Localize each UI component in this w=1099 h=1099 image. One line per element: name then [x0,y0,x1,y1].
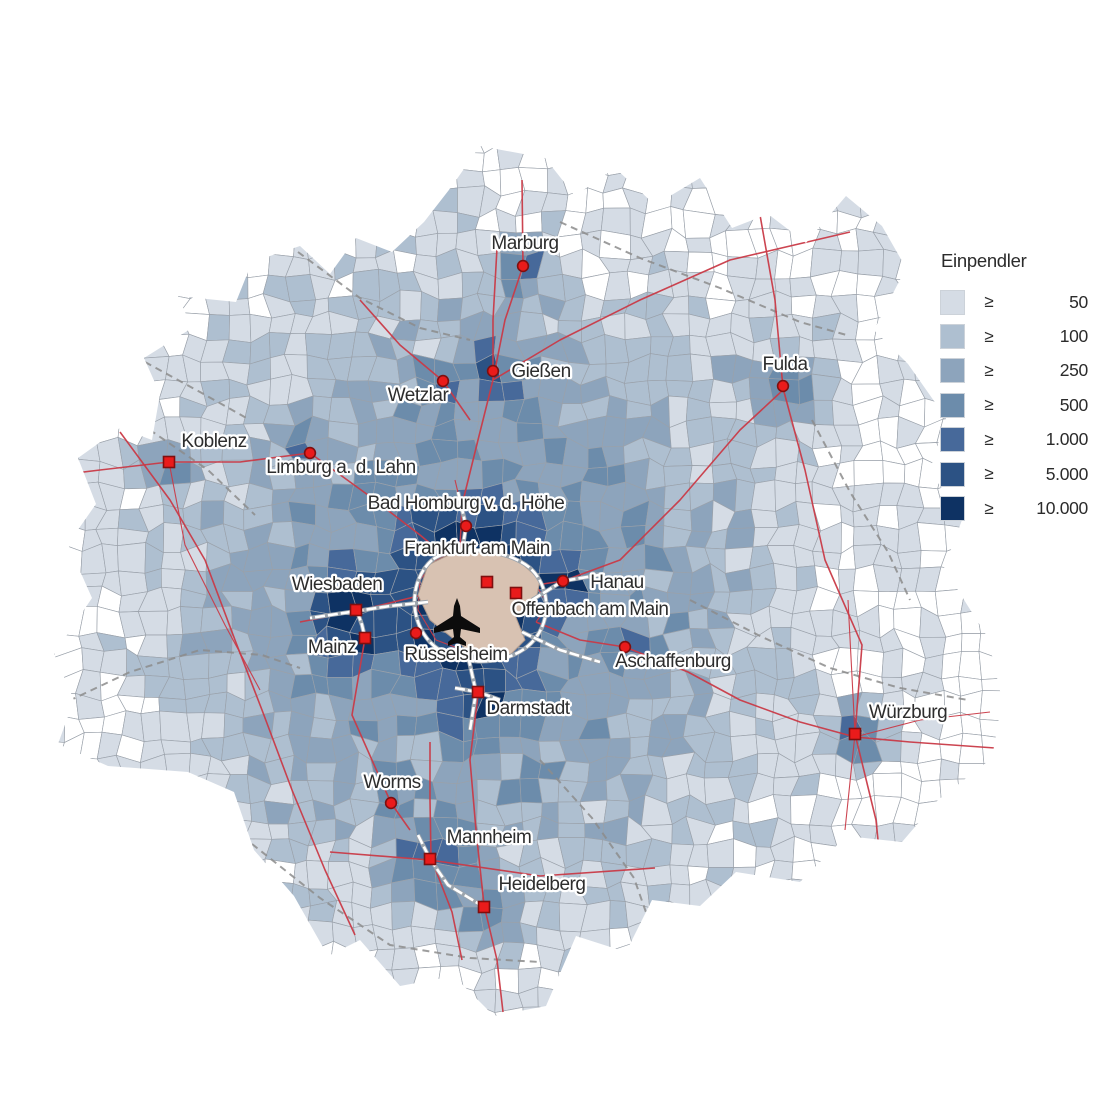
legend-operator: ≥ [984,292,994,312]
legend-swatch [940,324,965,350]
city-mainz: Mainz [306,631,372,660]
city-label: Hanau [590,572,644,593]
legend-rows: ≥50 ≥100 ≥250 ≥500 ≥1.000 ≥5.000 ≥10.000 [940,285,1088,526]
city-marker-square [480,575,494,589]
city-marker-square [509,586,523,600]
legend-title: Einpendler [941,250,1027,271]
city-frankfurt-am-main: Frankfurt am Main [402,536,553,589]
city-label: Wetzlar [388,385,450,406]
legend-threshold: 100 [1059,326,1089,347]
city-label: Heidelberg [499,874,586,895]
legend-row: ≥250 [940,354,1088,388]
city-marker-square [162,455,176,469]
legend-operator: ≥ [984,360,994,380]
legend-swatch [940,358,965,384]
city-marker-square [358,631,372,645]
city-marker-circle [776,379,790,393]
legend-threshold: 5.000 [1045,463,1089,484]
city-marker-square [477,900,491,914]
city-marker-circle [409,626,423,640]
legend-row: ≥50 [940,285,1088,319]
city-label: Würzburg [869,702,947,723]
legend-threshold: 1.000 [1045,429,1089,450]
city-marker-circle [459,519,473,533]
city-label: Worms [363,772,420,793]
legend-swatch [940,461,965,487]
city-bad-homburg-v-d-höhe: Bad Homburg v. d. Höhe [365,491,567,533]
city-marker-square [423,852,437,866]
city-marker-circle [384,796,398,810]
city-marker-circle [556,574,570,588]
legend-row: ≥10.000 [940,491,1088,525]
cities: Marburg Gießen Wetzlar Fulda Koblenz Limburg … [162,231,950,914]
city-worms: Worms [361,770,423,810]
city-marburg: Marburg [489,231,561,273]
land-area [54,146,1002,1016]
legend-threshold: 500 [1059,394,1089,415]
legend-swatch [940,289,965,315]
legend-swatch [940,392,965,418]
city-label: Rüsselsheim [404,644,507,665]
legend-operator: ≥ [984,326,994,346]
city-darmstadt: Darmstadt [471,685,574,721]
legend-operator: ≥ [984,464,994,484]
city-wiesbaden: Wiesbaden [289,572,385,617]
city-label: Aschaffenburg [615,651,731,672]
city-mannheim: Mannheim [423,825,534,866]
city-wetzlar: Wetzlar [385,374,452,408]
city-marker-circle [436,374,450,388]
legend-threshold: 10.000 [1036,498,1088,519]
city-offenbach-am-main: Offenbach am Main [509,586,671,622]
legend-swatch [940,496,965,522]
legend-row: ≥5.000 [940,457,1088,491]
city-marker-square [349,603,363,617]
city-label: Darmstadt [486,698,570,719]
city-limburg-a-d-lahn: Limburg a. d. Lahn [264,446,418,480]
city-label: Frankfurt am Main [404,538,550,559]
legend-threshold: 50 [1069,291,1088,312]
city-label: Mainz [308,637,356,658]
city-label: Fulda [762,354,808,375]
city-label: Koblenz [181,431,246,452]
city-marker-square [471,685,485,699]
city-label: Gießen [511,361,570,382]
city-marker-circle [618,640,632,654]
city-label: Wiesbaden [292,574,383,595]
city-gießen: Gießen [486,359,573,384]
legend-threshold: 250 [1059,360,1089,381]
legend-operator: ≥ [984,395,994,415]
legend: Einpendler ≥50 ≥100 ≥250 ≥500 ≥1.000 ≥5.000 ≥1… [940,250,1088,526]
legend-row: ≥1.000 [940,423,1088,457]
city-aschaffenburg: Aschaffenburg [613,640,734,674]
city-label: Offenbach am Main [512,599,669,620]
legend-row: ≥100 [940,319,1088,353]
city-marker-circle [516,259,530,273]
city-label: Mannheim [447,827,532,848]
city-marker-circle [303,446,317,460]
airplane-icon [434,598,480,646]
city-rüsselsheim: Rüsselsheim [402,626,510,667]
city-marker-circle [486,364,500,378]
city-hanau: Hanau [556,570,647,595]
city-würzburg: Würzburg [848,700,950,741]
legend-swatch [940,427,965,453]
city-marker-square [848,727,862,741]
legend-operator: ≥ [984,498,994,518]
city-heidelberg: Heidelberg [477,872,588,914]
city-label: Marburg [491,233,558,254]
city-fulda: Fulda [760,352,811,393]
city-label: Bad Homburg v. d. Höhe [368,493,565,514]
legend-row: ≥500 [940,388,1088,422]
city-koblenz: Koblenz [162,429,249,469]
legend-operator: ≥ [984,429,994,449]
city-label: Limburg a. d. Lahn [266,457,415,478]
